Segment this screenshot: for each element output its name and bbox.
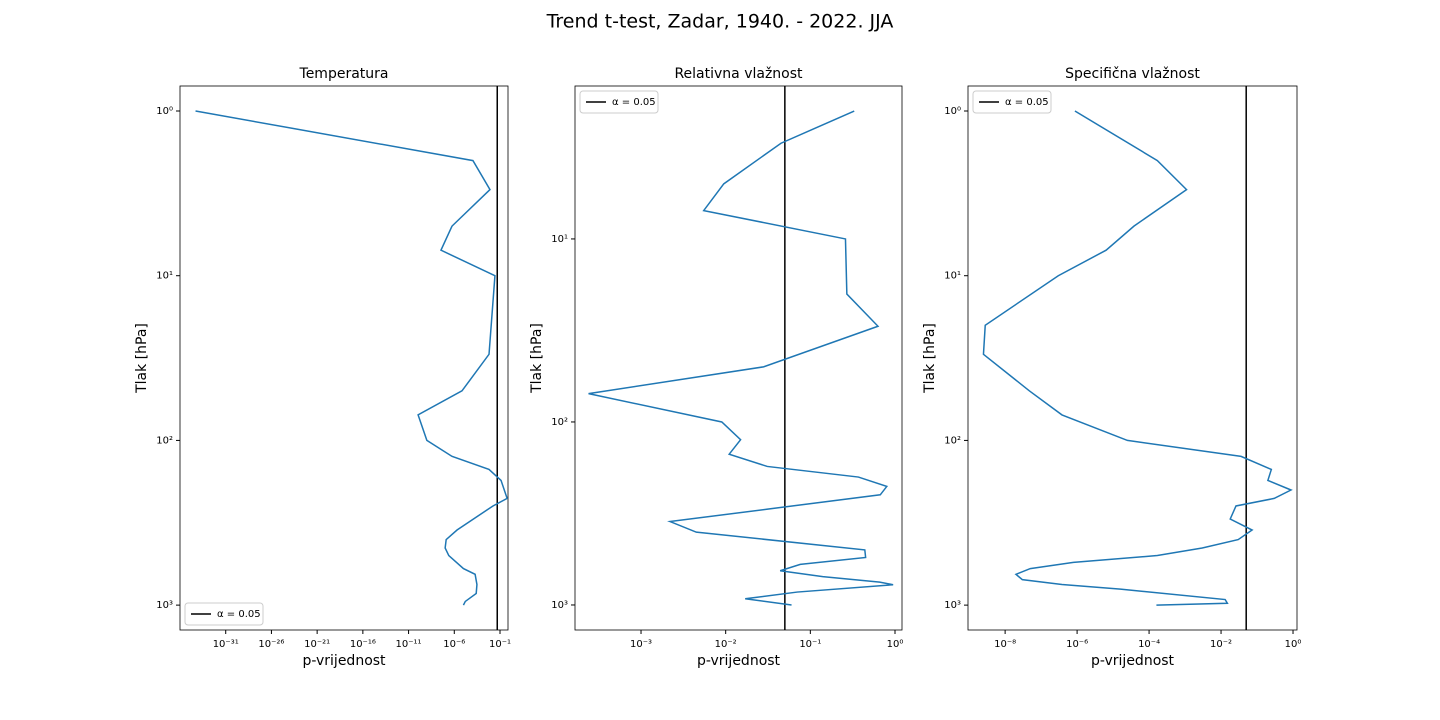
y-tick-label: 10⁰ xyxy=(944,106,961,117)
y-tick-label: 10² xyxy=(944,435,961,446)
x-tick-label: 10⁰ xyxy=(1285,639,1302,650)
y-axis-label: Tlak [hPa] xyxy=(922,323,938,394)
y-tick-label: 10² xyxy=(551,417,568,428)
y-tick-label: 10¹ xyxy=(551,234,568,245)
y-tick-label: 10⁰ xyxy=(156,106,173,117)
x-tick-label: 10⁻²¹ xyxy=(304,639,330,650)
x-tick-label: 10⁻⁶ xyxy=(443,639,465,650)
axes-frame xyxy=(179,85,509,631)
y-tick-label: 10³ xyxy=(156,600,173,611)
x-tick-label: 10⁰ xyxy=(887,639,904,650)
x-tick-label: 10⁻⁶ xyxy=(1066,639,1088,650)
x-tick-label: 10⁻²⁶ xyxy=(258,639,284,650)
axes-frame xyxy=(574,85,903,631)
subplot-title: Temperatura xyxy=(299,66,389,82)
x-tick-label: 10⁻² xyxy=(715,639,737,650)
legend-box xyxy=(184,602,264,626)
y-tick-label: 10¹ xyxy=(944,271,961,282)
figure-title: Trend t-test, Zadar, 1940. - 2022. JJA xyxy=(546,11,894,33)
y-tick-label: 10² xyxy=(156,435,173,446)
x-axis-label: p-vrijednost xyxy=(697,653,781,669)
axes-frame xyxy=(967,85,1298,631)
x-tick-label: 10⁻⁸ xyxy=(994,639,1016,650)
y-tick-label: 10³ xyxy=(551,600,568,611)
legend-box xyxy=(579,90,659,114)
legend: α = 0.05 xyxy=(184,602,264,626)
data-line xyxy=(588,110,894,606)
x-tick-label: 10⁻³¹ xyxy=(213,639,239,650)
subplot: Relativna vlažnost p-vrijednost Tlak [hPa]… xyxy=(529,66,903,669)
data-line xyxy=(195,110,509,606)
x-tick-label: 10⁻¹¹ xyxy=(396,639,422,650)
y-axis-label: Tlak [hPa] xyxy=(134,323,150,394)
legend: α = 0.05 xyxy=(579,90,659,114)
subplot: Specifična vlažnost p-vrijednost Tlak [hPa… xyxy=(922,66,1301,669)
x-axis-label: p-vrijednost xyxy=(1091,653,1175,669)
legend-label: α = 0.05 xyxy=(1005,97,1049,108)
legend-label: α = 0.05 xyxy=(612,97,656,108)
x-tick-label: 10⁻⁴ xyxy=(1138,639,1160,650)
legend: α = 0.05 xyxy=(972,90,1052,114)
y-tick-label: 10¹ xyxy=(156,271,173,282)
subplot-title: Specifična vlažnost xyxy=(1065,66,1200,82)
subplot: Temperatura p-vrijednost Tlak [hPa] 10⁻³¹ 10… xyxy=(134,66,511,669)
legend-label: α = 0.05 xyxy=(217,609,261,620)
subplot-title: Relativna vlažnost xyxy=(674,66,803,82)
y-axis-label: Tlak [hPa] xyxy=(529,323,545,394)
x-tick-label: 10⁻² xyxy=(1210,639,1232,650)
data-line xyxy=(982,110,1293,606)
x-tick-label: 10⁻³ xyxy=(630,639,652,650)
x-axis-label: p-vrijednost xyxy=(302,653,386,669)
legend-box xyxy=(972,90,1052,114)
y-tick-label: 10³ xyxy=(944,600,961,611)
x-tick-label: 10⁻¹ xyxy=(799,639,821,650)
x-tick-label: 10⁻¹ xyxy=(489,639,511,650)
x-tick-label: 10⁻¹⁶ xyxy=(350,639,376,650)
